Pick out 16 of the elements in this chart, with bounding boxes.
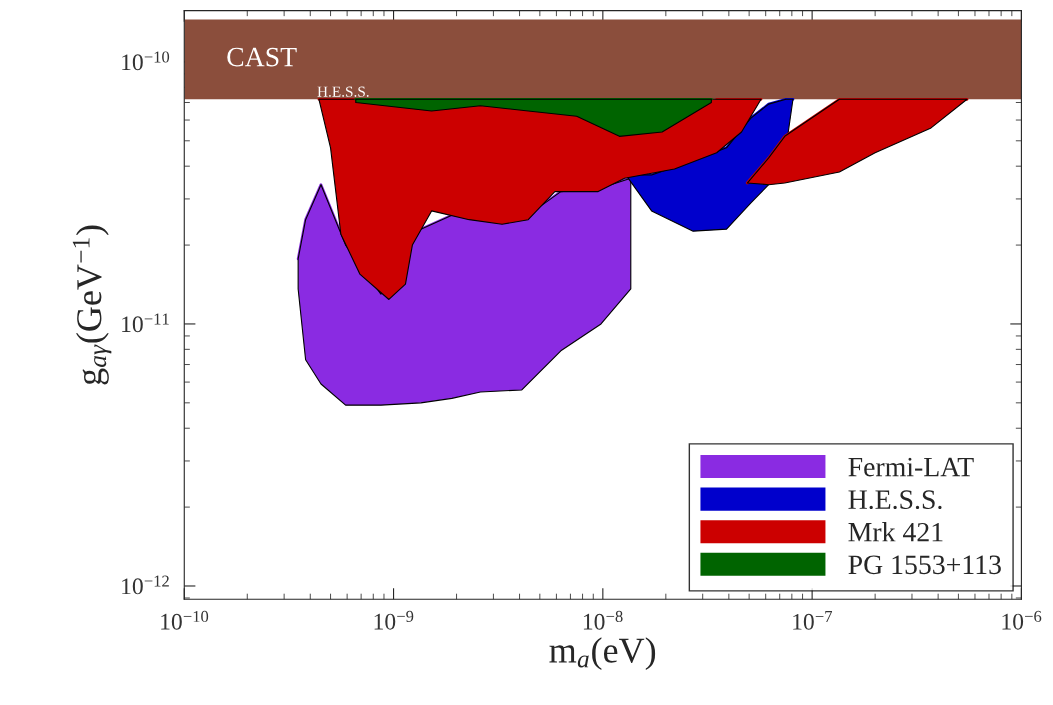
x-tick-label: 10$^{−10}$ [161,610,209,630]
x-tick-label: 10$^{−6}$ [1002,610,1042,630]
legend-label: H.E.S.S. [848,490,942,510]
y-tick-label: 10$^{−11}$ [122,313,169,333]
y-tick-label: 10$^{−12}$ [122,575,169,595]
x-tick-label: 10$^{−8}$ [583,610,623,630]
x-axis-title: m$_{a}$(eV) [549,637,656,671]
annotation: H.E.S.S. [317,86,369,97]
legend-label: Mrk 421 [848,522,943,542]
y-tick-label: 10$^{−10}$ [122,51,170,71]
legend-label: Fermi-LAT [848,457,974,477]
x-tick-label: 10$^{−7}$ [793,611,833,630]
legend-label: PG 1553+113 [848,555,1001,575]
x-tick-label: 10$^{−9}$ [374,610,414,630]
band-label: CAST [227,47,297,67]
y-axis-title: g$_{aγ}$(GeV$^{−1}$) [72,225,112,385]
